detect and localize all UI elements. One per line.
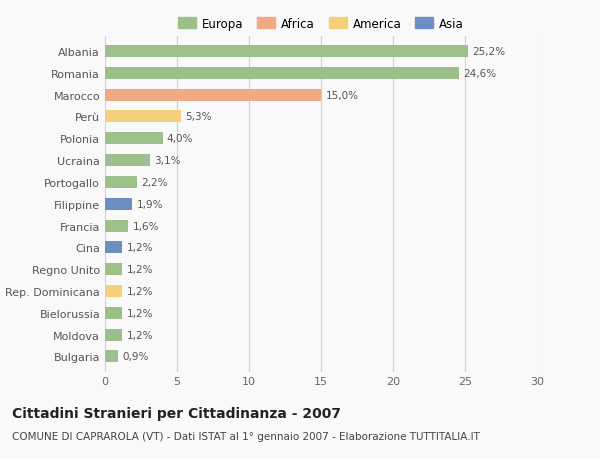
Text: 3,1%: 3,1% — [154, 156, 181, 166]
Bar — [105, 307, 122, 319]
Bar — [105, 111, 181, 123]
Bar — [105, 155, 149, 167]
Text: 1,2%: 1,2% — [127, 286, 153, 296]
Text: 1,2%: 1,2% — [127, 308, 153, 318]
Bar — [105, 220, 128, 232]
Text: 1,2%: 1,2% — [127, 264, 153, 274]
Text: 4,0%: 4,0% — [167, 134, 193, 144]
Bar — [105, 263, 122, 275]
Bar — [105, 68, 459, 80]
Text: 24,6%: 24,6% — [464, 69, 497, 78]
Bar — [105, 133, 163, 145]
Text: COMUNE DI CAPRAROLA (VT) - Dati ISTAT al 1° gennaio 2007 - Elaborazione TUTTITAL: COMUNE DI CAPRAROLA (VT) - Dati ISTAT al… — [12, 431, 480, 442]
Text: 25,2%: 25,2% — [472, 47, 505, 57]
Text: 0,9%: 0,9% — [122, 352, 149, 362]
Legend: Europa, Africa, America, Asia: Europa, Africa, America, Asia — [178, 17, 464, 30]
Text: 1,2%: 1,2% — [127, 330, 153, 340]
Bar — [105, 177, 137, 189]
Text: 1,9%: 1,9% — [137, 199, 163, 209]
Text: 2,2%: 2,2% — [141, 178, 167, 187]
Bar — [105, 46, 468, 58]
Text: 1,2%: 1,2% — [127, 243, 153, 253]
Text: Cittadini Stranieri per Cittadinanza - 2007: Cittadini Stranieri per Cittadinanza - 2… — [12, 406, 341, 420]
Bar — [105, 351, 118, 363]
Bar — [105, 242, 122, 254]
Bar — [105, 198, 133, 210]
Bar — [105, 285, 122, 297]
Bar — [105, 90, 321, 101]
Text: 15,0%: 15,0% — [325, 90, 358, 101]
Text: 5,3%: 5,3% — [185, 112, 212, 122]
Text: 1,6%: 1,6% — [133, 221, 159, 231]
Bar — [105, 329, 122, 341]
